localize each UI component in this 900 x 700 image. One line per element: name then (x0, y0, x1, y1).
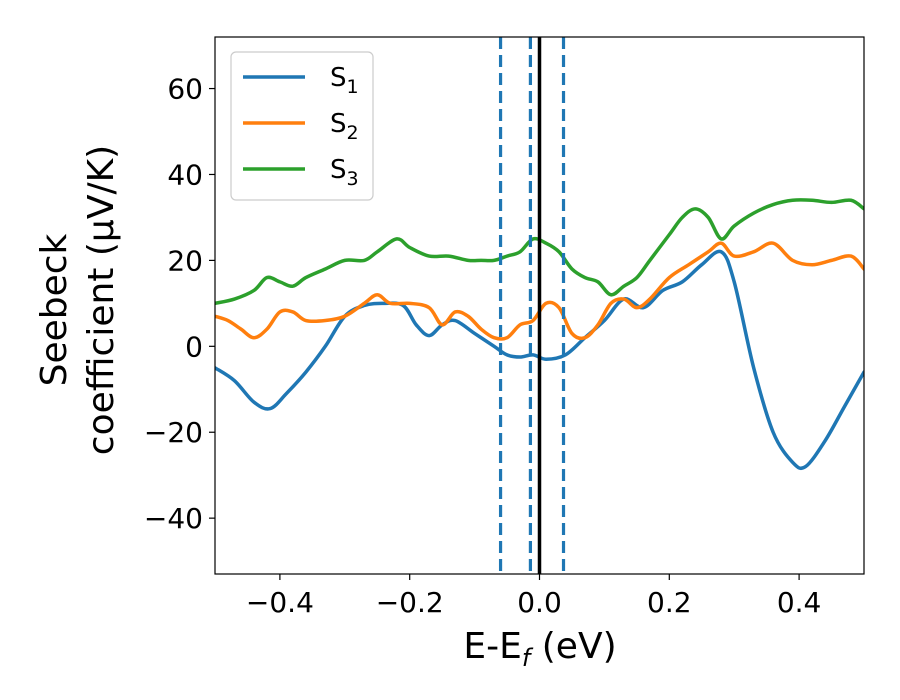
y-axis-ticks: −40 −20 0 20 40 60 (144, 73, 215, 535)
x-tick-label: 0.0 (517, 586, 562, 619)
series-layer (215, 198, 864, 471)
y-axis-label-line1: Seebeck (34, 233, 75, 386)
y-tick-label: 60 (167, 73, 203, 106)
legend-box (230, 51, 374, 201)
x-tick-label: 0.2 (647, 586, 692, 619)
legend-label: S2 (330, 109, 359, 144)
legend-label: S3 (330, 155, 359, 190)
series-line-s3 (215, 198, 864, 306)
vertical-lines (498, 37, 566, 574)
x-axis-ticks: −0.4 −0.2 0.0 0.2 0.4 (246, 574, 821, 619)
x-tick-label: 0.4 (777, 586, 822, 619)
series-line-s2 (215, 241, 864, 341)
y-tick-label: 20 (167, 244, 203, 277)
legend-label: S1 (330, 63, 359, 98)
y-tick-label: −20 (144, 416, 203, 449)
y-tick-label: −40 (144, 502, 203, 535)
y-axis-label-line2: coefficient (μV/K) (81, 145, 122, 455)
x-tick-label: −0.2 (376, 586, 444, 619)
y-tick-label: 0 (185, 330, 203, 363)
x-axis-label: E-Ef (eV) (463, 626, 616, 672)
legend: S1 S2 S3 (230, 51, 374, 201)
x-tick-label: −0.4 (246, 586, 314, 619)
y-axis-label: Seebeck coefficient (μV/K) (34, 145, 122, 455)
y-tick-label: 40 (167, 158, 203, 191)
series-line-s1 (215, 249, 864, 471)
